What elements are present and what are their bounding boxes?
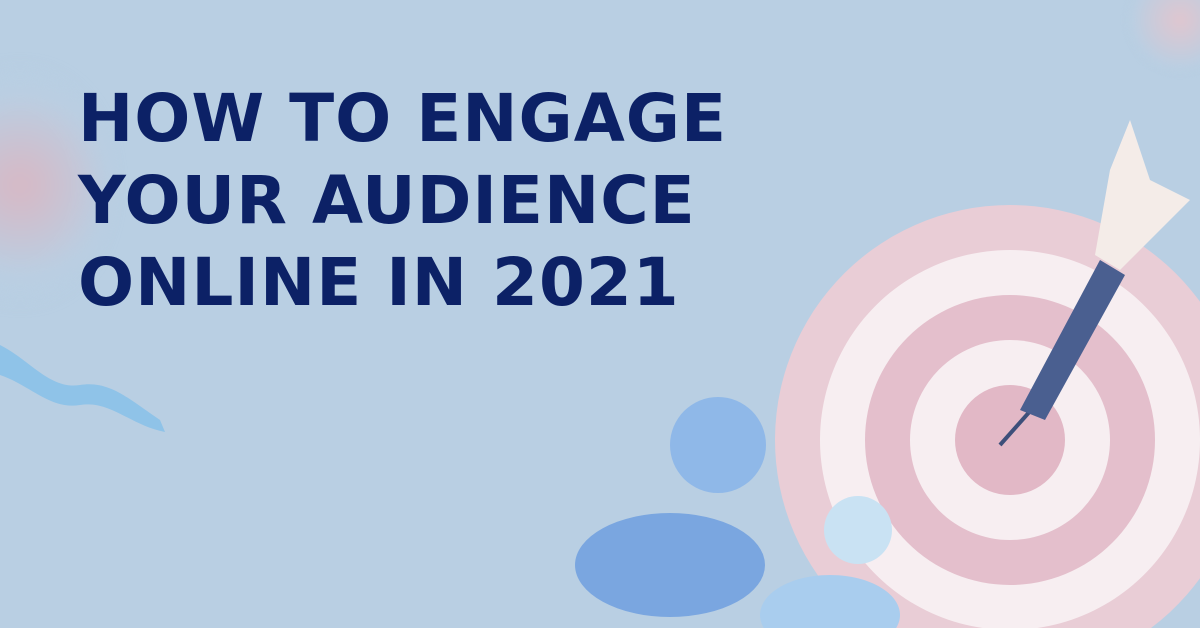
wave-ribbon (0, 345, 165, 432)
dart-icon (998, 120, 1190, 447)
headline-line-2: YOUR AUDIENCE (78, 162, 696, 239)
headline-line-1: HOW TO ENGAGE (78, 80, 728, 157)
headline: HOW TO ENGAGE YOUR AUDIENCE ONLINE IN 20… (78, 78, 727, 324)
target-icon (775, 205, 1200, 628)
person-figure-icon (575, 397, 900, 628)
headline-line-3: ONLINE IN 2021 (78, 244, 680, 321)
